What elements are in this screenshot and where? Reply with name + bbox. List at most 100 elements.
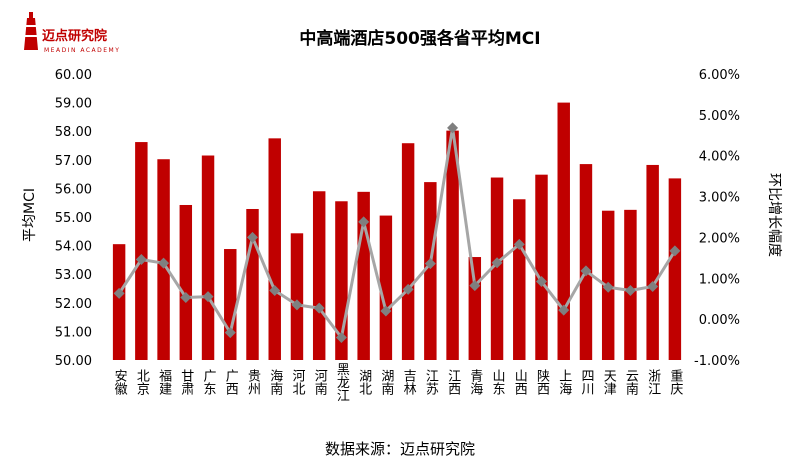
x-tick-label: 河北 [289,369,305,396]
x-tick-label: 云南 [623,369,639,395]
x-tick-label: 吉林 [401,369,417,395]
bar [557,102,570,360]
x-tick-label: 广西 [223,369,239,395]
line-point [158,257,170,269]
bar [424,182,437,360]
line-point [580,265,592,277]
y-tick-label: 54.00 [55,240,92,255]
logo-tagline: MEADIN ACADEMY [44,47,120,54]
y-tick-label: 50.00 [55,354,92,369]
bar [468,257,482,360]
x-tick-label: 北京 [134,369,150,395]
y-tick-label: 58.00 [55,125,92,140]
bar [490,177,504,360]
line-point [135,253,147,265]
x-tick-label: 江苏 [423,369,439,395]
line-point [269,285,281,297]
y2-tick-label: 4.00% [699,150,740,165]
line-point [624,285,636,297]
x-tick-label: 重庆 [667,368,683,395]
logo: 迈点研究院 MEADIN ACADEMY [21,12,120,54]
x-tick-label: 上海 [556,369,572,395]
chart-title: 中高端酒店500强各省平均MCI [299,28,540,49]
line-point [469,280,481,292]
x-tick-label: 贵州 [245,369,261,395]
y-tick-label: 60.00 [55,68,92,83]
line-point [424,258,436,270]
line-point [558,304,570,316]
growth-line [117,126,677,340]
bar [290,233,304,360]
y-tick-label: 51.00 [55,325,92,340]
lighthouse-icon [21,12,41,50]
line-point [180,291,192,303]
x-tick-label: 湖北 [356,369,372,396]
line-point [491,257,503,269]
y-tick-label: 52.00 [55,297,92,312]
y2-axis-label: 环比增长幅度 [766,173,782,257]
y-tick-label: 59.00 [55,97,92,112]
bar [579,164,593,360]
bar [201,155,215,360]
x-tick-label: 天津 [601,369,617,395]
bar [135,142,148,360]
bar [379,215,393,360]
y-tick-label: 57.00 [55,154,92,169]
line-point [335,332,347,344]
line-point [669,245,681,257]
bar [179,204,193,360]
line-point [380,305,392,317]
x-tick-label: 黑龙江 [334,363,350,402]
x-tick-label: 福建 [156,369,172,396]
y2-tick-label: 3.00% [699,191,740,206]
y2-tick-label: 0.00% [699,313,740,328]
bar [112,244,126,360]
line-point [224,327,236,339]
x-tick-label: 湖南 [378,369,394,395]
x-tick-label: 青海 [467,369,483,395]
bar [312,191,326,360]
y-tick-label: 56.00 [55,182,92,197]
y-tick-label: 53.00 [55,268,92,283]
y2-tick-label: 5.00% [699,109,740,124]
bar [513,199,526,360]
line-point [513,238,525,250]
line-point [313,302,325,314]
y2-tick-label: 2.00% [699,231,740,246]
line-point [447,122,459,134]
logo-text: 迈点研究院 [42,28,107,44]
x-tick-label: 安徽 [112,369,128,395]
line-point [536,276,547,288]
x-tick-label: 浙江 [645,369,661,395]
source-note: 数据来源：迈点研究院 [325,440,475,458]
x-tick-label: 山西 [512,369,528,395]
y-tick-label: 55.00 [55,211,92,226]
x-tick-label: 江西 [445,369,461,395]
line-point [647,280,659,292]
bar [401,143,415,360]
line-point [402,283,414,295]
x-tick-label: 甘肃 [178,369,194,395]
line-point [113,287,125,299]
bar [246,208,259,360]
line-point [358,216,370,228]
x-tick-label: 海南 [267,369,283,395]
x-tick-label: 河南 [312,369,328,395]
bar [646,164,659,360]
bar [668,178,682,360]
y2-tick-label: 1.00% [699,272,740,287]
bar [446,130,459,360]
line-point [291,299,303,311]
bar [535,174,548,360]
line-point [247,231,258,243]
y-axis-label: 平均MCI [22,188,38,242]
line-point [202,291,214,303]
bar [624,209,637,360]
y2-tick-label: 6.00% [699,68,740,83]
x-tick-label: 四川 [578,369,594,395]
bar [268,138,281,360]
bar [224,249,237,360]
x-tick-label: 山东 [490,369,506,395]
